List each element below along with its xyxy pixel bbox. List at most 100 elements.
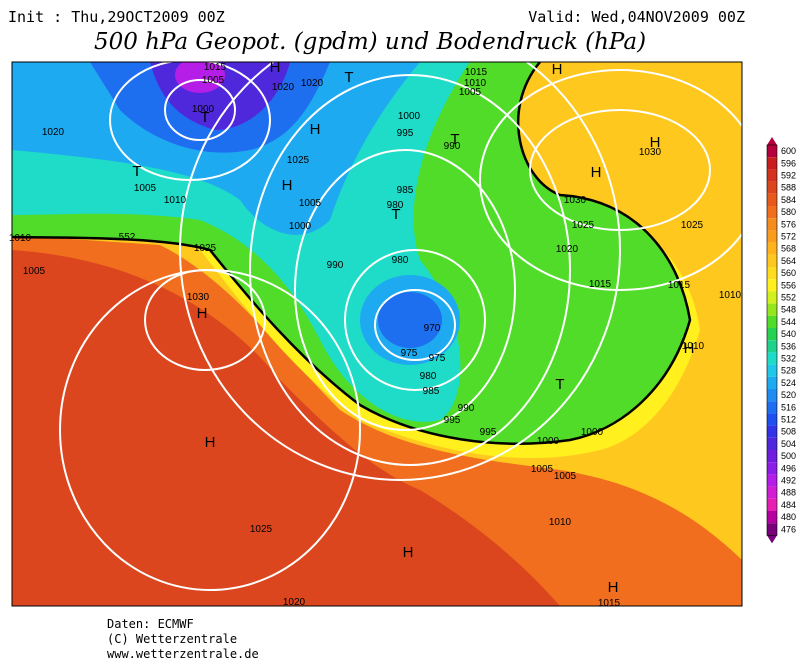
- valid-time: Valid: Wed,04NOV2009 00Z: [528, 8, 745, 26]
- colorbar-cell: [767, 425, 777, 438]
- map-frame: [11, 61, 743, 607]
- isobar-label: 1010: [9, 233, 32, 244]
- isobar-label: 985: [397, 185, 414, 196]
- isobar-label: 980: [392, 255, 409, 266]
- isobar-label: 980: [387, 200, 404, 211]
- isobar-label: 1025: [250, 524, 273, 535]
- colorbar-label: 484: [781, 500, 796, 510]
- isobar-label: 1020: [283, 597, 306, 608]
- colorbar-cell: [767, 181, 777, 194]
- colorbar-label: 536: [781, 341, 796, 351]
- colorbar-cell: [767, 218, 777, 231]
- isobar-label: 985: [423, 386, 440, 397]
- source: Daten: ECMWF: [107, 617, 194, 631]
- isobar-label: 1030: [639, 147, 662, 158]
- colorbar-cell: [767, 193, 777, 206]
- colorbar-frame: [766, 144, 778, 536]
- colorbar-bottom: [767, 535, 777, 544]
- colorbar-label: 564: [781, 256, 796, 266]
- colorbar-label: 572: [781, 232, 796, 242]
- colorbar-label: 596: [781, 158, 796, 168]
- pressure-center: H: [403, 544, 414, 561]
- colorbar-label: 556: [781, 280, 796, 290]
- isobar-label: 1030: [564, 195, 587, 206]
- colorbar-cell: [767, 437, 777, 450]
- colorbar-label: 532: [781, 354, 796, 364]
- isobar-label: 1020: [556, 244, 579, 255]
- colorbar-label: 528: [781, 366, 796, 376]
- colorbar-label: 496: [781, 463, 796, 473]
- colorbar-cell: [767, 254, 777, 267]
- isobar-label: 975: [429, 353, 446, 364]
- isobar-label: 995: [480, 427, 497, 438]
- isobar-label: 1020: [42, 127, 65, 138]
- colorbar-label: 540: [781, 329, 796, 339]
- colorbar-cell: [767, 364, 777, 377]
- pressure-center: T: [132, 163, 141, 180]
- colorbar-label: 508: [781, 427, 796, 437]
- colorbar-cell: [767, 352, 777, 365]
- isobar-label: 1005: [202, 75, 225, 86]
- isobar-label: 1010: [549, 517, 572, 528]
- colorbar-label: 480: [781, 512, 796, 522]
- isobar-label: 1015: [465, 67, 488, 78]
- colorbar-label: 492: [781, 476, 796, 486]
- isobar-label: 990: [458, 403, 475, 414]
- colorbar-cell: [767, 498, 777, 511]
- isobar-label: 970: [424, 323, 441, 334]
- isobar-label: 1025: [194, 243, 217, 254]
- colorbar-cell: [767, 389, 777, 402]
- colorbar-label: 544: [781, 317, 796, 327]
- colorbar-label: 560: [781, 268, 796, 278]
- website: www.wetterzentrale.de: [107, 647, 259, 661]
- pressure-center: T: [344, 69, 353, 86]
- isobar-label: 990: [327, 260, 344, 271]
- isobar-label: 1025: [681, 220, 704, 231]
- colorbar-cell: [767, 206, 777, 219]
- colorbar-cell: [767, 486, 777, 499]
- colorbar-label: 584: [781, 195, 796, 205]
- isobar-label: 975: [401, 348, 418, 359]
- isobar-label: 1015: [204, 62, 227, 73]
- colorbar-label: 588: [781, 183, 796, 193]
- pressure-center: H: [552, 61, 563, 78]
- pressure-center: H: [310, 121, 321, 138]
- pressure-center: H: [684, 340, 695, 357]
- colorbar-cell: [767, 157, 777, 170]
- colorbar-cell: [767, 315, 777, 328]
- pressure-center: T: [200, 109, 209, 126]
- colorbar-cell: [767, 242, 777, 255]
- colorbar-cell: [767, 523, 777, 536]
- isobar-label: 1025: [287, 155, 310, 166]
- pressure-center: H: [205, 434, 216, 451]
- colorbar-cell: [767, 450, 777, 463]
- pressure-center: H: [650, 134, 661, 151]
- isobar-label: 1010: [164, 195, 187, 206]
- colorbar-label: 512: [781, 415, 796, 425]
- isobar-label: 1020: [301, 78, 324, 89]
- colorbar-label: 576: [781, 219, 796, 229]
- isobar-label: 1010: [464, 78, 487, 89]
- colorbar-cell: [767, 413, 777, 426]
- isobar-label: 995: [397, 128, 414, 139]
- isobar-label: 1000: [537, 436, 560, 447]
- colorbar-label: 580: [781, 207, 796, 217]
- colorbar-label: 552: [781, 293, 796, 303]
- map: [12, 62, 742, 606]
- init-time: Init : Thu,29OCT2009 00Z: [8, 8, 225, 26]
- colorbar-cell: [767, 267, 777, 280]
- colorbar-top: [767, 137, 777, 145]
- isobar-label: 1010: [719, 290, 742, 301]
- isobar-label: 1005: [23, 266, 46, 277]
- colorbar-label: 500: [781, 451, 796, 461]
- pressure-center: T: [450, 131, 459, 148]
- pressure-center: H: [197, 305, 208, 322]
- isobar-label: 1015: [668, 280, 691, 291]
- colorbar-cell: [767, 401, 777, 414]
- colorbar-cell: [767, 340, 777, 353]
- colorbar-label: 476: [781, 524, 796, 534]
- isobar-label: 1000: [581, 427, 604, 438]
- isobar-label: 1025: [572, 220, 595, 231]
- isobar-label: 1005: [459, 87, 482, 98]
